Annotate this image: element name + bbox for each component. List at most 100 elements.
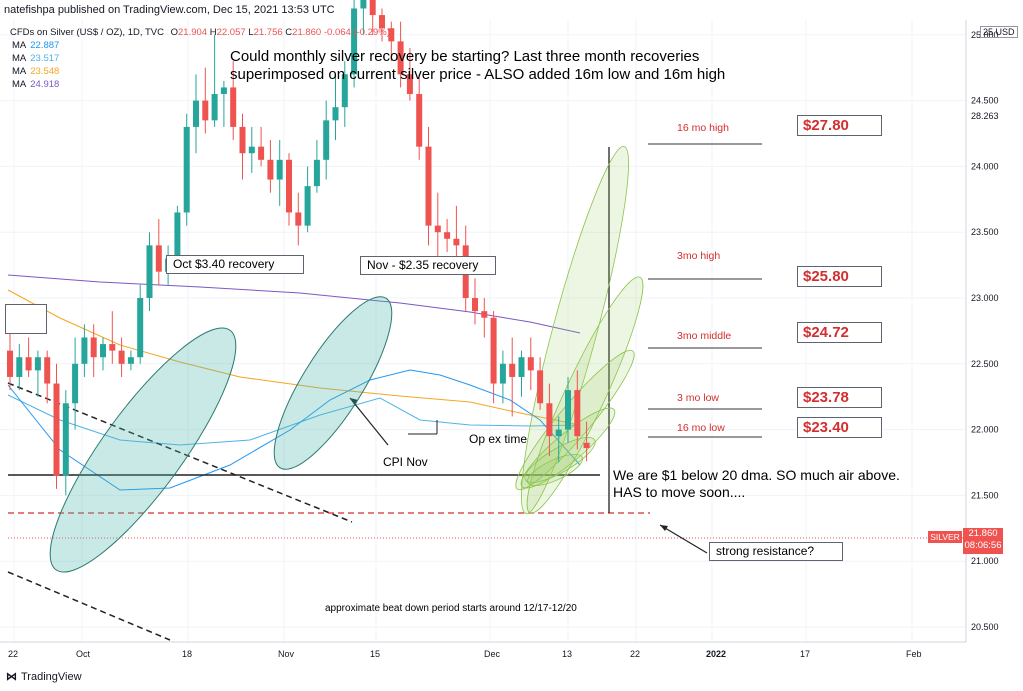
time-tick-label: 15 — [370, 649, 380, 659]
time-tick-label: Nov — [278, 649, 295, 659]
ma-label: MA — [12, 79, 27, 90]
symbol-name: CFDs on Silver (US$ / OZ), 1D, TVC — [10, 27, 164, 38]
candle-body — [220, 87, 227, 95]
price-tick-label: 22.000 — [971, 425, 999, 435]
level-label-16mo-low: 16 mo low — [677, 422, 725, 434]
ohlc-l-label: L — [248, 27, 254, 38]
candle-body — [7, 350, 13, 377]
time-tick-label: Feb — [906, 649, 922, 659]
nov-recovery-ellipse — [273, 296, 393, 470]
resistance-arrow — [659, 524, 708, 554]
time-tick-label: 2022 — [706, 649, 726, 659]
time-tick-label: Oct — [76, 649, 91, 659]
candle-body — [351, 8, 358, 75]
trendline-lower — [7, 571, 171, 641]
top-price-label: 25 — [983, 27, 994, 37]
bar-countdown: 08:06:56 — [964, 540, 1002, 551]
candle-body — [258, 146, 265, 160]
candle-body — [53, 383, 60, 476]
candle-body — [509, 363, 516, 377]
current-price-tag: 21.860 08:06:56 — [963, 528, 1003, 554]
candle-body — [81, 337, 88, 364]
ohlc-c-label: C — [285, 27, 293, 38]
candle-body — [416, 94, 423, 147]
cpi-arrow — [349, 397, 389, 446]
ma-legend-1: MA 22.887 — [12, 40, 59, 51]
candle-body — [341, 74, 348, 108]
candle-body — [527, 357, 534, 371]
ohlc-l: 21.756 — [253, 27, 283, 38]
empty-note-box[interactable] — [5, 304, 47, 334]
candle-body — [174, 212, 181, 259]
candle-body — [546, 403, 553, 437]
ohlc-o: 21.904 — [178, 27, 208, 38]
ma-label: MA — [12, 40, 27, 51]
level-label-3mo-middle: 3mo middle — [677, 330, 732, 342]
candle-body — [388, 28, 395, 42]
candle-body — [313, 159, 320, 187]
time-axis-ticks: 22 Oct 18 Nov 15 Dec 13 22 2022 17 Feb — [8, 649, 922, 659]
time-tick-label: 18 — [182, 649, 192, 659]
time-tick-label: 13 — [562, 649, 572, 659]
candle-body — [453, 238, 460, 246]
candle-body — [555, 429, 562, 437]
candle-body — [127, 357, 134, 364]
candle-body — [406, 74, 413, 95]
level-label-3mo-high: 3mo high — [677, 250, 721, 262]
level-price-16mo-low[interactable]: $23.40 — [797, 417, 882, 438]
candle-body — [369, 0, 376, 16]
level-price-3mo-middle[interactable]: $24.72 — [797, 322, 882, 343]
oct-recovery-ellipse — [49, 327, 237, 573]
strong-resistance-box[interactable]: strong resistance? — [709, 542, 843, 561]
price-tick-label: 23.500 — [971, 227, 999, 237]
candle-body — [118, 350, 125, 364]
ma-legend-4: MA 24.918 — [12, 79, 59, 90]
candle-body — [444, 232, 451, 239]
ma-label: MA — [12, 53, 27, 64]
candle-body — [109, 344, 116, 351]
level-label-16mo-high: 16 mo high — [677, 122, 729, 134]
time-tick-label: 22 — [8, 649, 18, 659]
candle-body — [230, 87, 237, 127]
projection-ellipse-2 — [526, 276, 644, 514]
candle-body — [481, 311, 488, 318]
nov-recovery-box[interactable]: Nov - $2.35 recovery — [360, 256, 496, 275]
tradingview-footer[interactable]: ⋈ TradingView — [6, 670, 82, 683]
oct-recovery-box[interactable]: Oct $3.40 recovery — [166, 255, 304, 274]
candle-body — [518, 357, 525, 377]
currency-button[interactable]: 25 USD — [980, 26, 1018, 38]
candle-body — [62, 403, 69, 476]
candle-body — [295, 212, 302, 226]
projection-ellipse-6 — [527, 454, 583, 486]
candle-body — [34, 357, 41, 371]
candle-body — [276, 159, 283, 180]
price-tick-label: 21.500 — [971, 490, 999, 500]
price-tick-label: 21.000 — [971, 556, 999, 566]
candle-body — [16, 357, 23, 377]
candle-body — [100, 344, 106, 358]
level-label-3mo-low: 3 mo low — [677, 392, 720, 404]
ma-legend-2: MA 23.517 — [12, 53, 59, 64]
candle-body — [137, 298, 144, 358]
tradingview-logo-icon: ⋈ — [6, 671, 17, 683]
chart-title-annotation: Could monthly silver recovery be startin… — [230, 48, 726, 83]
level-price-3mo-high[interactable]: $25.80 — [797, 266, 882, 287]
candle-body — [90, 337, 97, 358]
price-tick-label: 25.000 — [971, 30, 999, 40]
level-price-16mo-high[interactable]: $27.80 — [797, 115, 882, 136]
candle-body — [146, 245, 153, 298]
candle-body — [44, 357, 51, 384]
op-ex-label: Op ex time — [469, 432, 528, 446]
drawings — [7, 143, 966, 641]
candle-body — [434, 225, 441, 233]
candle-body — [183, 126, 190, 213]
price-tick-label: 24.000 — [971, 161, 999, 171]
candle-body — [267, 159, 274, 180]
ma-value: 24.918 — [30, 79, 60, 90]
ohlc-c: 21.860 — [292, 27, 322, 38]
candle-body — [537, 370, 544, 404]
candle-body — [248, 146, 255, 154]
brand-label: TradingView — [21, 671, 82, 683]
level-price-3mo-low[interactable]: $23.78 — [797, 387, 882, 408]
